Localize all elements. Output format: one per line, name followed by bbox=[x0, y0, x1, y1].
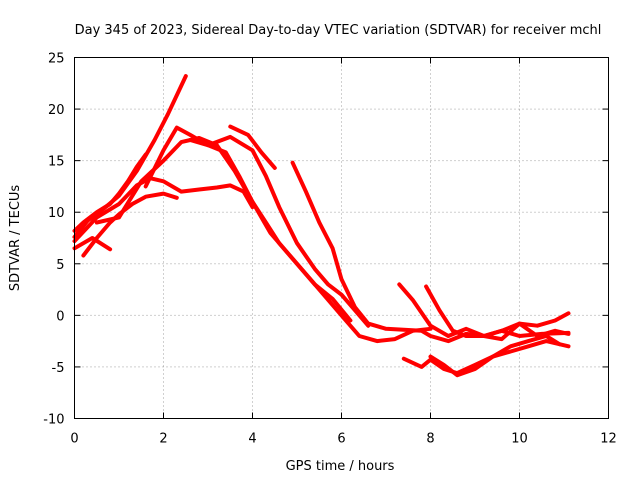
chart-title: Day 345 of 2023, Sidereal Day-to-day VTE… bbox=[75, 23, 602, 38]
grid-layer bbox=[74, 57, 609, 419]
series-line-arc-8 bbox=[188, 134, 371, 328]
series-line-arc-2 bbox=[72, 74, 188, 239]
series-line-arc-13 bbox=[401, 339, 571, 376]
y-axis-label: SDTVAR / TECUs bbox=[8, 185, 23, 292]
tick-layer: 0 2 4 6 8 10 12 -10 -5 0 5 10 15 20 25 bbox=[43, 52, 617, 447]
y-tick-label: -5 bbox=[52, 361, 65, 376]
x-tick-label: 12 bbox=[600, 432, 617, 447]
y-tick-label: 10 bbox=[48, 206, 65, 221]
x-tick-label: 4 bbox=[248, 432, 256, 447]
series-line-arc-3 bbox=[72, 176, 255, 244]
x-axis-label: GPS time / hours bbox=[286, 459, 395, 474]
x-tick-label: 6 bbox=[337, 432, 345, 447]
y-tick-label: 0 bbox=[56, 309, 64, 324]
y-tick-label: -10 bbox=[43, 413, 64, 428]
y-tick-label: 20 bbox=[48, 103, 65, 118]
y-tick-label: 15 bbox=[48, 155, 65, 170]
series-line-arc-7 bbox=[143, 125, 353, 323]
series-line-arc-12 bbox=[424, 284, 571, 338]
y-tick-label: 25 bbox=[48, 52, 65, 67]
series-line-arc-5 bbox=[72, 236, 113, 252]
x-tick-label: 2 bbox=[159, 432, 167, 447]
series-line-arc-14 bbox=[428, 334, 562, 378]
y-tick-label: 5 bbox=[56, 258, 64, 273]
x-tick-label: 0 bbox=[70, 432, 78, 447]
x-tick-label: 10 bbox=[511, 432, 528, 447]
x-tick-label: 8 bbox=[426, 432, 434, 447]
series-layer bbox=[72, 74, 571, 378]
series-line-arc-9 bbox=[228, 124, 277, 170]
